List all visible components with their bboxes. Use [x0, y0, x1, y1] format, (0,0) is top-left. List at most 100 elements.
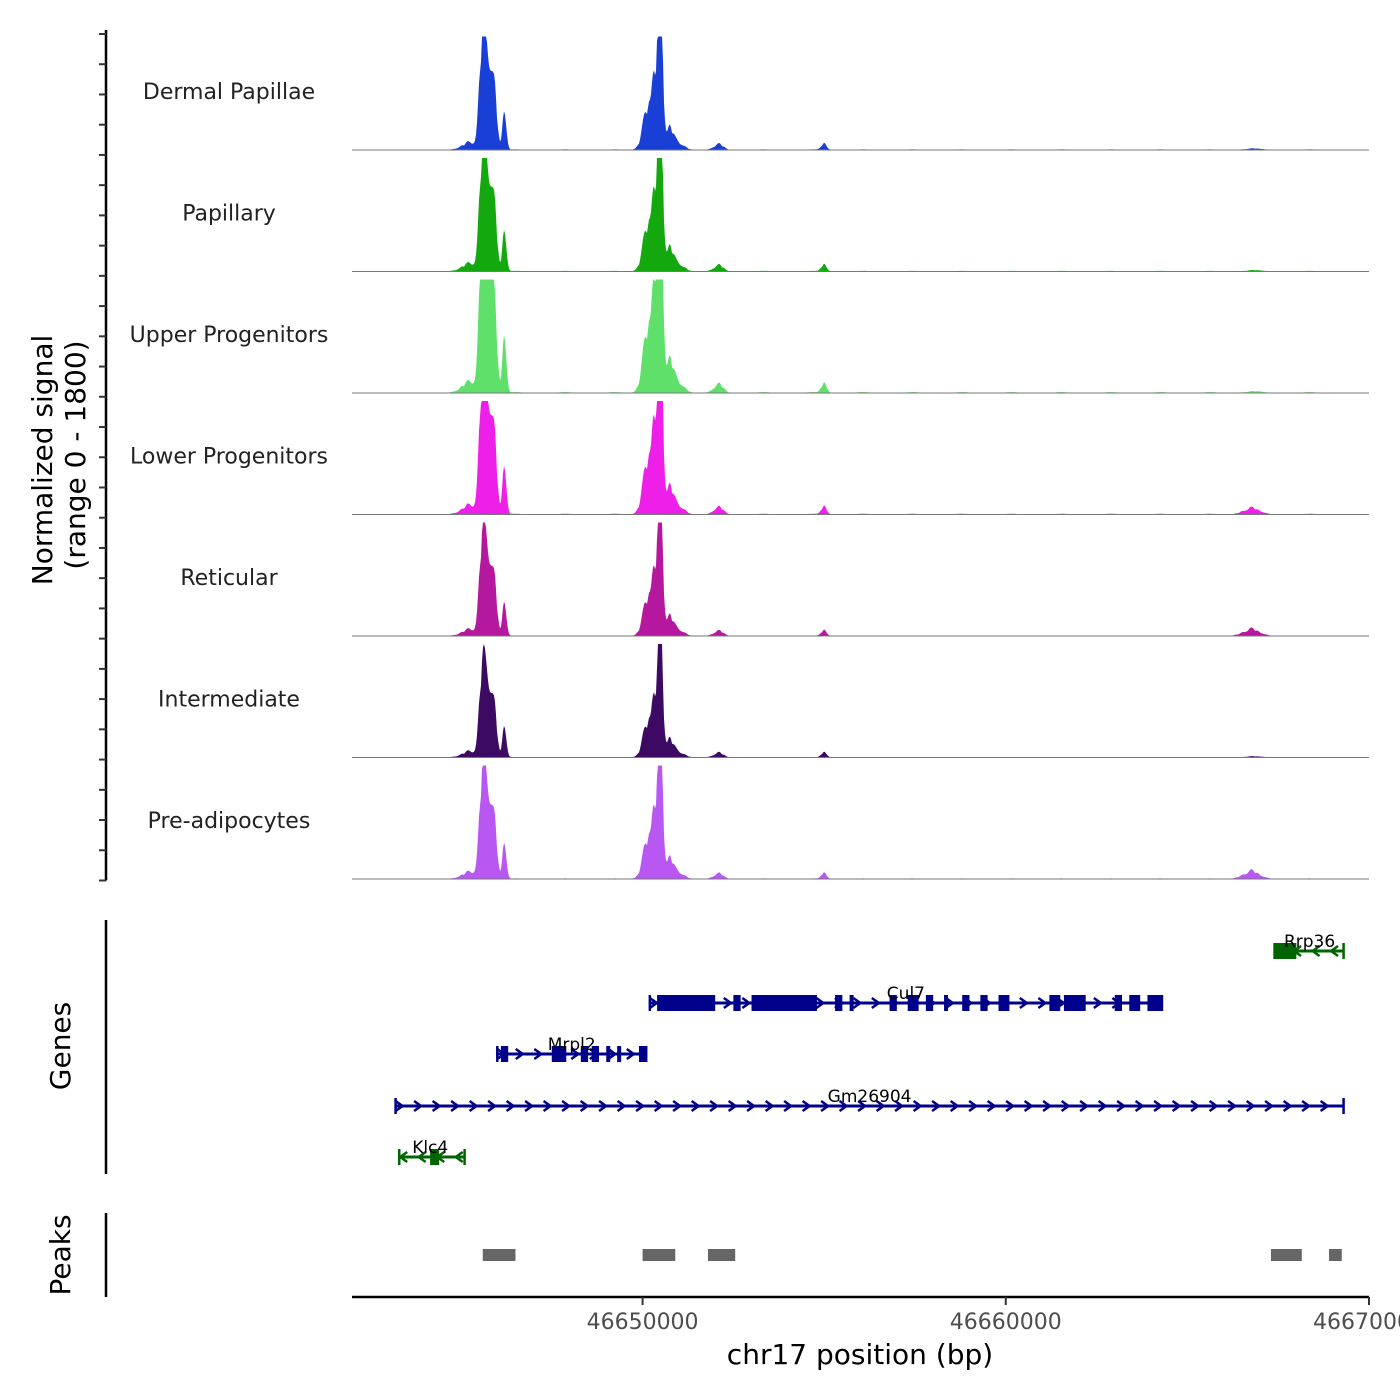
- peak-region: [642, 1249, 676, 1261]
- gene-exon: [733, 995, 741, 1011]
- gene-exon: [430, 1149, 440, 1165]
- strand-arrow: [524, 1099, 535, 1113]
- strand-arrow: [1301, 1099, 1312, 1113]
- strand-arrow: [505, 1099, 516, 1113]
- track-label: Papillary: [182, 202, 276, 227]
- strand-arrow: [616, 1099, 627, 1113]
- strand-arrow: [801, 1099, 812, 1113]
- peak-region: [1329, 1249, 1342, 1261]
- strand-arrow: [1042, 1099, 1053, 1113]
- strand-arrow: [1264, 1099, 1275, 1113]
- strand-arrow: [1153, 1099, 1164, 1113]
- strand-arrow: [968, 1099, 979, 1113]
- strand-arrow: [1245, 1099, 1256, 1113]
- coverage-track: Pre-adipocytes: [148, 765, 1369, 880]
- strand-arrow: [1097, 1099, 1108, 1113]
- track-label: Lower Progenitors: [130, 445, 328, 470]
- gene-exon: [1049, 995, 1061, 1011]
- gene-exon: [1063, 995, 1086, 1011]
- gene-exon: [925, 995, 934, 1011]
- strand-arrow: [672, 1099, 683, 1113]
- gene-exon: [751, 995, 817, 1011]
- strand-arrow: [487, 1099, 498, 1113]
- peak-region: [1270, 1249, 1302, 1261]
- strand-arrow: [1171, 1099, 1182, 1113]
- track-label: Dermal Papillae: [143, 80, 315, 105]
- strand-arrow: [598, 1099, 609, 1113]
- strand-arrow: [533, 1047, 544, 1061]
- gene-label: Gm26904: [828, 1087, 912, 1107]
- coverage-track: Upper Progenitors: [130, 279, 1369, 394]
- strand-arrow: [394, 1099, 405, 1113]
- coverage-signal: [352, 36, 1369, 150]
- strand-arrow: [741, 996, 752, 1010]
- strand-arrow: [723, 996, 733, 1010]
- gene-exon: [835, 995, 843, 1011]
- x-tick-label: 46660000: [950, 1310, 1062, 1335]
- strand-arrow: [561, 1099, 572, 1113]
- strand-arrow: [635, 1099, 646, 1113]
- strand-arrow: [875, 1099, 886, 1113]
- strand-arrow: [1037, 996, 1048, 1010]
- strand-arrow: [764, 1099, 775, 1113]
- strand-arrow: [1282, 1099, 1293, 1113]
- gene-exon: [617, 1046, 622, 1062]
- gene-model: Klc4: [397, 1138, 466, 1165]
- strand-arrow: [1079, 1099, 1090, 1113]
- gene-label: Rrp36: [1284, 932, 1335, 952]
- y-axis-range-label: (range 0 - 1800): [59, 340, 92, 569]
- gene-exon: [1274, 943, 1297, 959]
- strand-arrow: [416, 1150, 427, 1164]
- gene-exon: [591, 1046, 599, 1062]
- strand-arrow: [1019, 996, 1029, 1010]
- strand-arrow: [1005, 1099, 1016, 1113]
- strand-arrow: [871, 996, 881, 1010]
- gene-exon: [638, 1046, 647, 1062]
- track-label: Reticular: [180, 566, 278, 591]
- strand-arrow: [815, 996, 826, 1010]
- coverage-signal: [352, 644, 1369, 758]
- strand-arrow: [431, 1099, 442, 1113]
- gene-exon: [1147, 995, 1162, 1011]
- strand-arrow: [1190, 1099, 1201, 1113]
- coverage-track: Papillary: [182, 158, 1369, 272]
- strand-arrow: [1227, 1099, 1238, 1113]
- strand-arrow: [1023, 1099, 1034, 1113]
- gene-exon: [1114, 995, 1123, 1011]
- strand-arrow: [607, 1047, 618, 1061]
- coverage-signal: [352, 158, 1369, 272]
- strand-arrow: [626, 1047, 636, 1061]
- y-axis-title: Normalized signal: [26, 335, 59, 586]
- strand-arrow: [945, 996, 955, 1010]
- gene-model: Cul7: [648, 984, 1164, 1011]
- gene-label: Mrpl2: [548, 1035, 596, 1055]
- strand-arrow: [453, 1150, 464, 1164]
- strand-arrow: [649, 996, 659, 1010]
- peaks-title: Peaks: [44, 1214, 77, 1295]
- gene-exon: [606, 1046, 611, 1062]
- genes-title: Genes: [44, 1002, 77, 1090]
- peaks-panel: [104, 1213, 1342, 1297]
- peak-region: [707, 1249, 736, 1261]
- x-tick-label: 46670000: [1313, 1310, 1400, 1335]
- strand-arrow: [1310, 944, 1321, 958]
- strand-arrow: [727, 1099, 738, 1113]
- strand-arrow: [1328, 944, 1339, 958]
- strand-arrow: [912, 1099, 923, 1113]
- gene-exon: [944, 995, 949, 1011]
- strand-arrow: [570, 1047, 581, 1061]
- coverage-signal: [352, 401, 1369, 515]
- x-axis: 46650000 46660000 46670000: [352, 1295, 1400, 1335]
- strand-arrow: [1134, 1099, 1145, 1113]
- strand-arrow: [894, 1099, 905, 1113]
- strand-arrow: [1093, 996, 1103, 1010]
- strand-arrow: [579, 1099, 590, 1113]
- x-tick-label: 46650000: [587, 1310, 699, 1335]
- strand-arrow: [468, 1099, 479, 1113]
- coverage-signal: [352, 522, 1369, 636]
- gene-exon: [980, 995, 988, 1011]
- gene-exon: [849, 995, 854, 1011]
- gene-label: Cul7: [887, 984, 925, 1004]
- strand-arrow: [783, 1099, 794, 1113]
